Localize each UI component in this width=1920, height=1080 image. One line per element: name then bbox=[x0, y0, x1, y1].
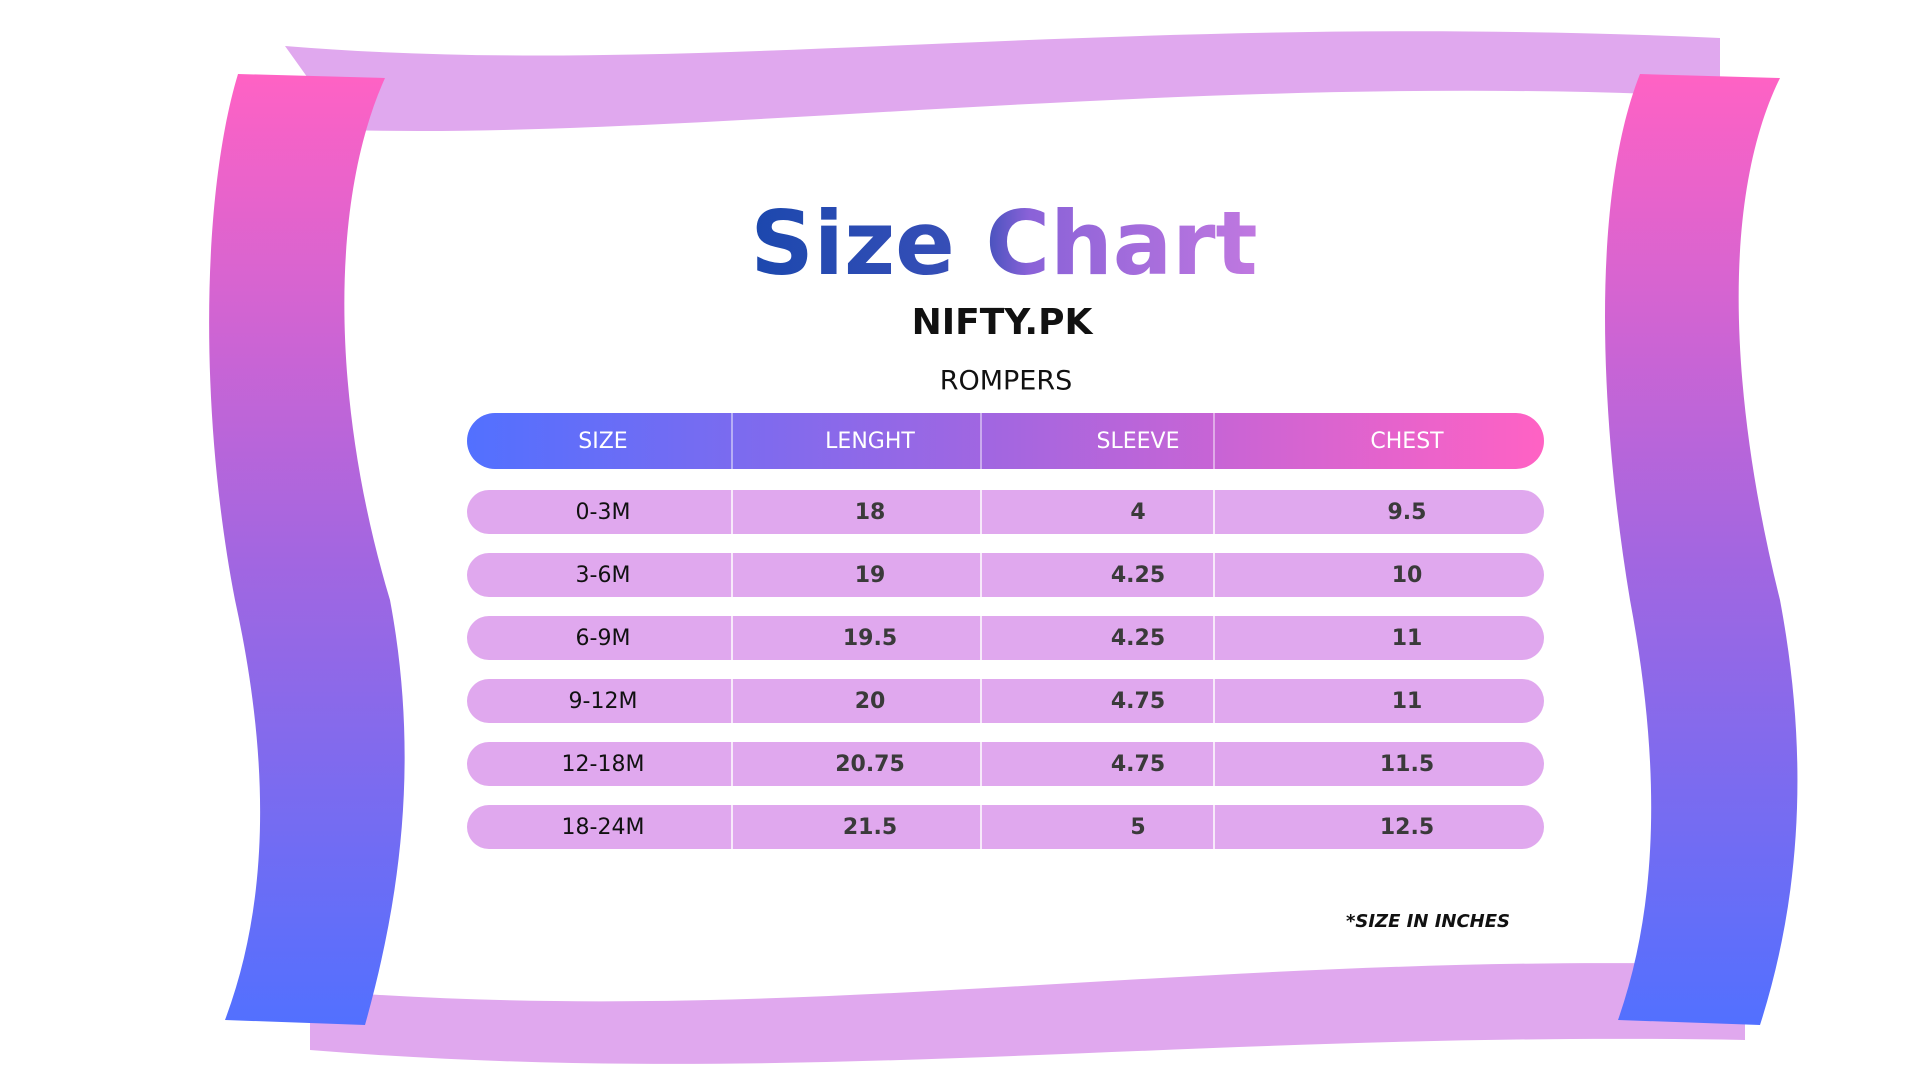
cell: 19.5 bbox=[843, 626, 897, 651]
cell: 11 bbox=[1392, 689, 1423, 714]
cell: 12.5 bbox=[1380, 815, 1434, 840]
subtitle: ROMPERS bbox=[940, 366, 1073, 397]
cell: 4.25 bbox=[1111, 563, 1165, 588]
bottom-band bbox=[310, 963, 1745, 1064]
left-ribbon bbox=[209, 74, 405, 1025]
top-band bbox=[285, 31, 1720, 131]
table: SIZE LENGHT SLEEVE CHEST 0-3M 18 4 9.5 3-6M 19 4.2… bbox=[467, 413, 1544, 849]
cell: 4.25 bbox=[1111, 626, 1165, 651]
cell: 11.5 bbox=[1380, 752, 1434, 777]
cell: 3-6M bbox=[576, 563, 631, 588]
cell: 20 bbox=[855, 689, 886, 714]
cell: 6-9M bbox=[576, 626, 631, 651]
cell: 11 bbox=[1392, 626, 1423, 651]
cell: 9.5 bbox=[1388, 500, 1427, 525]
table-header bbox=[467, 413, 1544, 469]
column-header: CHEST bbox=[1370, 429, 1444, 454]
footnote: *SIZE IN INCHES bbox=[1346, 911, 1510, 932]
cell: 18-24M bbox=[562, 815, 645, 840]
cell: 20.75 bbox=[835, 752, 905, 777]
cell: 12-18M bbox=[562, 752, 645, 777]
cell: 9-12M bbox=[569, 689, 638, 714]
column-header: LENGHT bbox=[825, 429, 915, 454]
title: Size Chart bbox=[750, 192, 1257, 295]
cell: 21.5 bbox=[843, 815, 897, 840]
table-row bbox=[467, 805, 1544, 849]
table-row bbox=[467, 490, 1544, 534]
table-row bbox=[467, 742, 1544, 786]
cell: 5 bbox=[1130, 815, 1145, 840]
cell: 4 bbox=[1130, 500, 1145, 525]
cell: 0-3M bbox=[576, 500, 631, 525]
cell: 4.75 bbox=[1111, 689, 1165, 714]
table-row bbox=[467, 679, 1544, 723]
brand: NIFTY.PK bbox=[912, 302, 1094, 343]
cell: 19 bbox=[855, 563, 886, 588]
cell: 18 bbox=[855, 500, 886, 525]
cell: 4.75 bbox=[1111, 752, 1165, 777]
column-header: SIZE bbox=[578, 429, 627, 454]
column-header: SLEEVE bbox=[1097, 429, 1180, 454]
table-row bbox=[467, 616, 1544, 660]
cell: 10 bbox=[1392, 563, 1423, 588]
table-row bbox=[467, 553, 1544, 597]
right-ribbon bbox=[1605, 74, 1798, 1025]
